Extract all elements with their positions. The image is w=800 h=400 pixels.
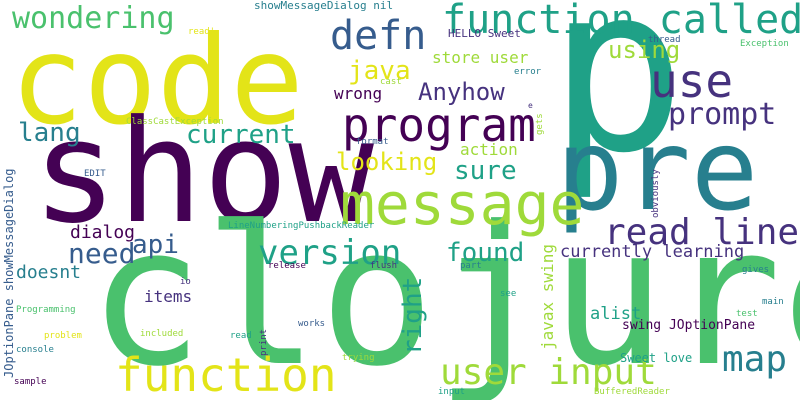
word-thread: thread [648, 35, 681, 45]
word-doesnt: doesnt [16, 262, 82, 283]
word-showmessagedialog-nil: showMessageDialog nil [254, 0, 394, 12]
word-version: version [258, 233, 402, 273]
word-input: input [438, 387, 466, 397]
word-trying: trying [342, 353, 375, 363]
word-works: works [298, 319, 326, 329]
word-classcastexception: ClassCastException [126, 117, 224, 127]
word-dialog: dialog [70, 222, 136, 243]
word-console: console [16, 345, 54, 355]
word-api: api [132, 230, 179, 260]
word-action: action [460, 140, 518, 159]
word-edit: EDIT [84, 169, 106, 179]
word-java: java [348, 56, 411, 86]
word-prompt: prompt [668, 97, 777, 132]
word-print: print [259, 328, 269, 356]
word-function-called: function called [442, 0, 800, 43]
word-see: see [500, 289, 517, 299]
word-read: read [230, 331, 252, 341]
word-hello-sweet: HELLO Sweet [448, 27, 521, 40]
word-joptionpane-showmessagedialog: JOptionPane showMessageDialog [2, 168, 16, 378]
word-sure: sure [454, 156, 517, 186]
word-show: show [32, 90, 374, 255]
word-user-input: user input [440, 352, 657, 393]
word-current: current [186, 120, 296, 150]
word-found: found [446, 238, 525, 268]
word-store-user: store user [432, 48, 529, 67]
word-obviously: obviously [651, 169, 661, 218]
word-part: part [460, 261, 482, 271]
word-format: format [356, 137, 389, 147]
word-linenumbering: LineNumberingPushbackReader [228, 221, 375, 231]
word-bufferedreader: BufferedReader [594, 387, 670, 397]
word-cast: cast [380, 77, 402, 87]
word-e: e [528, 101, 533, 110]
word-gives: gives [742, 265, 770, 275]
word-problem: problem [44, 331, 82, 341]
word-wrong: wrong [334, 84, 383, 103]
word-exception: Exception [740, 39, 789, 49]
word-map: map [722, 339, 788, 380]
word-gets: gets [535, 113, 545, 135]
word-program: program [342, 98, 536, 152]
word-items: items [144, 287, 193, 306]
word-defn: defn [330, 13, 427, 59]
word-programming: Programming [16, 305, 76, 315]
word-sweet-love: Sweet love [620, 351, 693, 365]
word-right: right [398, 276, 428, 355]
word-io: io [180, 277, 191, 287]
word-read-line: read line [604, 212, 800, 253]
word-error: error [514, 67, 542, 77]
word-function-big: function [115, 348, 337, 400]
word-swing-joptionpane: swing JOptionPane [622, 318, 756, 333]
word-p: p [548, 0, 687, 204]
word-looking: looking [336, 148, 438, 176]
word-flush: flush [370, 261, 398, 271]
word-clojure: clojure [88, 186, 800, 400]
word-code: code [10, 10, 304, 152]
word-need: need [68, 237, 136, 270]
word-using: using [608, 36, 681, 64]
word-message: message [340, 170, 585, 238]
word-use: use [650, 54, 734, 108]
word-read-quote: read' [188, 27, 216, 37]
word-wondering: wondering [12, 1, 175, 36]
word-currently-learning: currently learning [560, 242, 745, 262]
word-main: main [762, 297, 784, 307]
word-alist: alist [590, 304, 642, 324]
word-pre: pre [556, 106, 759, 236]
word-javax-swing: javax swing [538, 244, 557, 350]
word-included: included [140, 329, 184, 339]
word-release: release [268, 261, 306, 271]
word-lang: lang [18, 118, 81, 148]
word-sample: sample [14, 377, 47, 387]
word-test: test [736, 309, 758, 319]
word-anyhow: Anyhow [418, 78, 505, 106]
